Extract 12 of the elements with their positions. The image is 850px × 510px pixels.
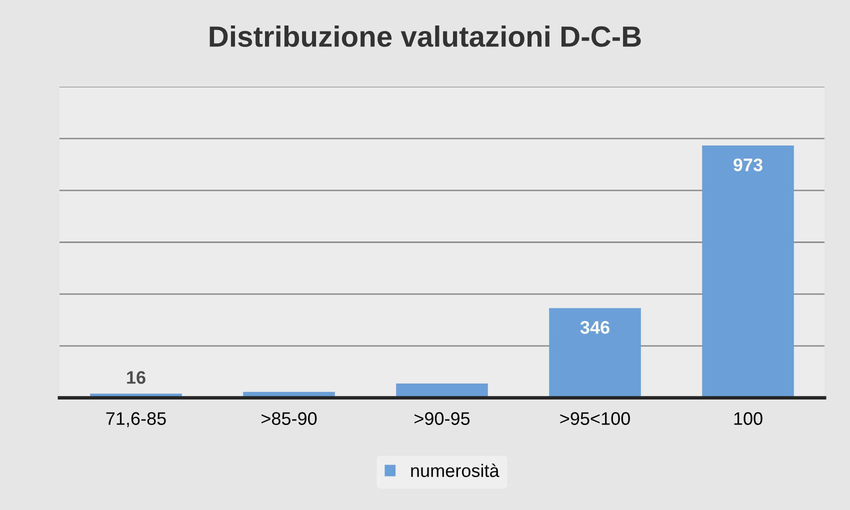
- bar: [549, 308, 641, 398]
- data-label: 346: [580, 321, 610, 334]
- data-label: 16: [127, 371, 146, 384]
- legend-label: numerosità: [411, 464, 500, 478]
- data-label: 973: [734, 158, 762, 172]
- chart-title: Distribuzione valutazioni D-C-B: [210, 26, 641, 47]
- x-tick-label: >95<100: [560, 412, 630, 425]
- x-tick-label: >85-90: [262, 412, 317, 425]
- x-tick-label: >90-95: [414, 412, 470, 425]
- x-tick-label: 71,6-85: [106, 412, 166, 428]
- bar: [702, 146, 794, 398]
- x-tick-label: 100: [734, 412, 762, 425]
